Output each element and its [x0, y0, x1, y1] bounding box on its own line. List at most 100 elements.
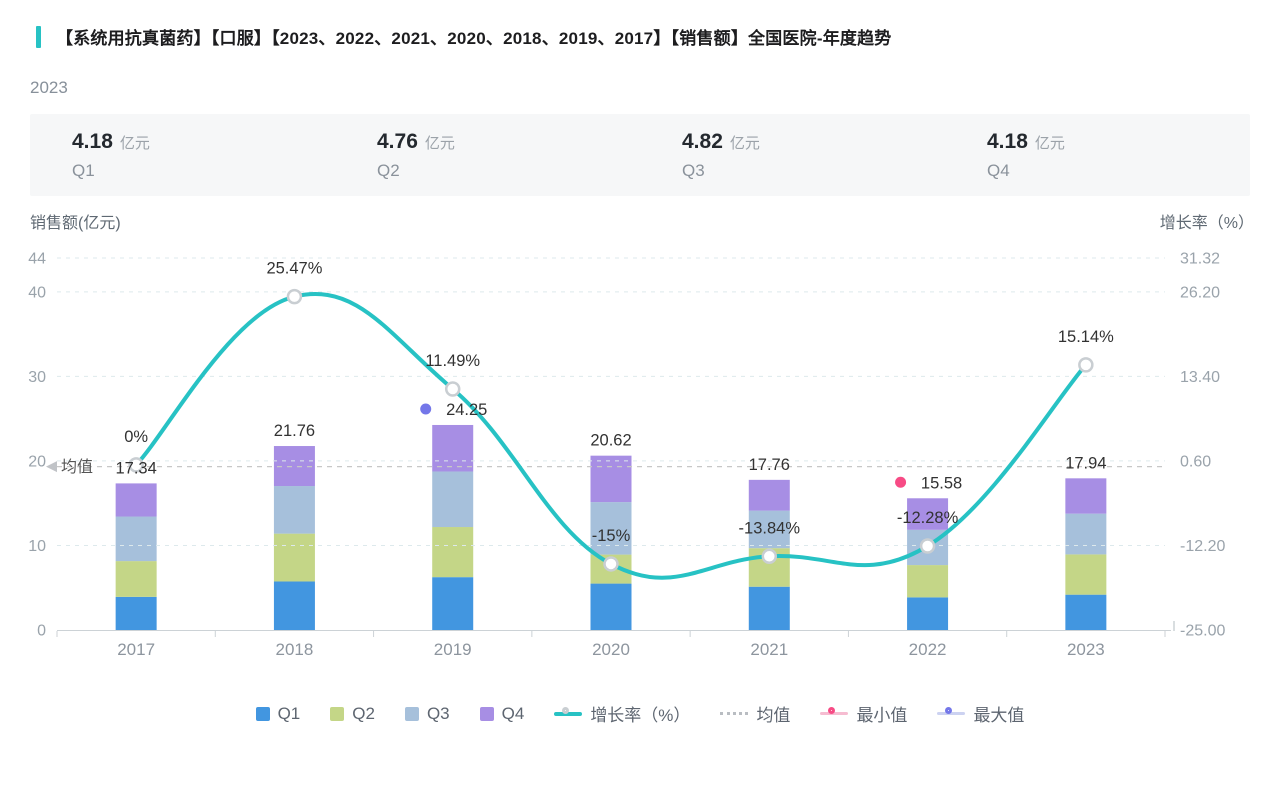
q1-unit: 亿元	[119, 134, 150, 152]
growth-point-2017[interactable]	[128, 457, 144, 473]
growth-point-2018[interactable]	[286, 288, 303, 305]
legend-line-marker-icon	[554, 707, 583, 720]
bar-segment-q4-2022[interactable]	[907, 498, 949, 530]
x-axis-label-2021: 2021	[750, 640, 788, 659]
bar-total-label-2022: 15.58	[921, 474, 962, 492]
bar-total-label-2020: 20.62	[590, 432, 631, 450]
q1-label: Q1	[72, 160, 95, 180]
title-bar: 【系统用抗真菌药】【口服】【2023、2022、2021、2020、2018、2…	[36, 24, 892, 49]
bar-segment-q3-2019[interactable]	[432, 471, 474, 528]
legend-item-max[interactable]: 最大值	[937, 701, 1024, 726]
x-axis-label-2018: 2018	[276, 640, 314, 659]
q3-label: Q3	[682, 160, 705, 180]
bar-segment-q1-2022[interactable]	[907, 597, 949, 630]
bar-segment-q4-2021[interactable]	[748, 479, 790, 511]
legend-square-icon	[255, 706, 270, 721]
page-title: 【系统用抗真菌药】【口服】【2023、2022、2021、2020、2018、2…	[56, 29, 892, 48]
left-axis-tick-44: 44	[28, 251, 46, 268]
max-value-dot-icon[interactable]	[420, 403, 432, 415]
legend-item-mean[interactable]: 均值	[720, 701, 790, 726]
bar-segment-q4-2019[interactable]	[432, 424, 474, 472]
x-axis-label-2020: 2020	[592, 640, 630, 659]
x-axis-label-2023: 2023	[1067, 640, 1105, 659]
left-axis-tick-30: 30	[28, 369, 46, 386]
q2-label: Q2	[377, 160, 400, 180]
growth-point-2020[interactable]	[603, 556, 619, 572]
year-label: 2023	[30, 78, 68, 97]
right-axis-tick-31.32: 31.32	[1180, 251, 1220, 268]
q4-unit: 亿元	[1034, 134, 1065, 152]
bar-segment-q3-2021[interactable]	[748, 510, 790, 549]
right-axis-tick--25: -25.00	[1180, 623, 1225, 640]
mean-line-arrow-icon	[46, 461, 57, 473]
bar-segment-q4-2020[interactable]	[590, 455, 632, 503]
right-axis-title: 增长率（%）	[1159, 215, 1254, 232]
legend-ring-marker-icon	[820, 707, 849, 720]
q3-value: 4.82	[682, 129, 723, 153]
bar-segment-q1-2020[interactable]	[590, 583, 632, 630]
bar-segment-q1-2017[interactable]	[115, 596, 157, 630]
legend-square-icon	[330, 706, 345, 721]
legend-label: Q3	[426, 703, 450, 723]
bar-segment-q1-2023[interactable]	[1065, 594, 1107, 630]
legend-item-q4[interactable]: Q4	[479, 704, 524, 724]
growth-label-2017: 0%	[124, 428, 148, 446]
right-axis-tick--12.2: -12.20	[1180, 538, 1225, 555]
legend-item-q2[interactable]: Q2	[330, 704, 375, 724]
bar-total-label-2018: 21.76	[274, 422, 315, 440]
bar-segment-q2-2022[interactable]	[907, 565, 949, 598]
growth-label-2023: 15.14%	[1058, 328, 1114, 346]
bar-segment-q2-2023[interactable]	[1065, 554, 1107, 595]
legend-item-min[interactable]: 最小值	[820, 701, 907, 726]
bar-segment-q4-2023[interactable]	[1065, 478, 1107, 514]
bar-segment-q4-2017[interactable]	[115, 483, 157, 517]
right-axis-tick-0.6: 0.60	[1180, 453, 1211, 470]
bar-segment-q2-2019[interactable]	[432, 527, 474, 578]
chart-legend: Q1 Q2 Q3 Q4 增长率（%） 均值 最小值 最大值	[0, 701, 1280, 726]
bar-segment-q1-2021[interactable]	[748, 586, 790, 630]
legend-label: 均值	[756, 706, 791, 725]
bar-segment-q1-2018[interactable]	[273, 581, 315, 630]
left-axis-tick-40: 40	[28, 284, 46, 301]
legend-square-icon	[479, 706, 494, 721]
bar-segment-q2-2018[interactable]	[273, 533, 315, 582]
summary-card-q2: 4.76 亿元 Q2	[335, 130, 640, 181]
left-axis-title: 销售额(亿元)	[30, 215, 121, 232]
growth-label-2022: -12.28%	[897, 509, 959, 527]
legend-item-q3[interactable]: Q3	[404, 703, 450, 724]
title-accent-bar	[36, 25, 41, 48]
legend-dotted-line-icon	[720, 712, 749, 715]
q1-value: 4.18	[72, 129, 113, 153]
growth-label-2019: 11.49%	[425, 352, 480, 370]
growth-label-2020: -15%	[592, 527, 631, 545]
bar-total-label-2017: 17.34	[115, 459, 156, 477]
bar-total-label-2019: 24.25	[446, 401, 487, 419]
bar-segment-q1-2019[interactable]	[432, 577, 474, 630]
growth-label-2018: 25.47%	[266, 260, 322, 278]
x-axis-label-2019: 2019	[434, 640, 472, 659]
bar-segment-q2-2017[interactable]	[115, 561, 157, 597]
left-axis-tick-0: 0	[37, 623, 46, 640]
legend-item-q1[interactable]: Q1	[255, 703, 301, 724]
legend-square-icon	[404, 706, 419, 721]
growth-point-2023[interactable]	[1078, 357, 1094, 373]
legend-label: Q1	[277, 703, 301, 723]
bar-total-label-2021: 17.76	[749, 456, 790, 474]
growth-point-2019[interactable]	[444, 381, 461, 397]
quarterly-summary-strip: 4.18 亿元 Q1 4.76 亿元 Q2 4.82 亿元 Q3 4.18 亿元 Q4	[30, 114, 1250, 196]
x-axis-label-2022: 2022	[909, 640, 947, 659]
bar-segment-q3-2023[interactable]	[1065, 513, 1107, 555]
min-value-dot-icon[interactable]	[895, 476, 907, 488]
bar-segment-q3-2018[interactable]	[273, 486, 315, 534]
legend-item-growth[interactable]: 增长率（%）	[554, 701, 690, 726]
mean-line-label: 均值	[61, 458, 93, 476]
q2-value: 4.76	[377, 129, 418, 153]
growth-point-2021[interactable]	[761, 548, 778, 565]
right-axis-tick-26.2: 26.20	[1180, 284, 1220, 301]
legend-label: 最小值	[856, 706, 908, 725]
q2-unit: 亿元	[424, 134, 455, 152]
growth-point-2022[interactable]	[919, 538, 936, 554]
bar-segment-q3-2017[interactable]	[115, 516, 157, 562]
q3-unit: 亿元	[729, 134, 760, 152]
